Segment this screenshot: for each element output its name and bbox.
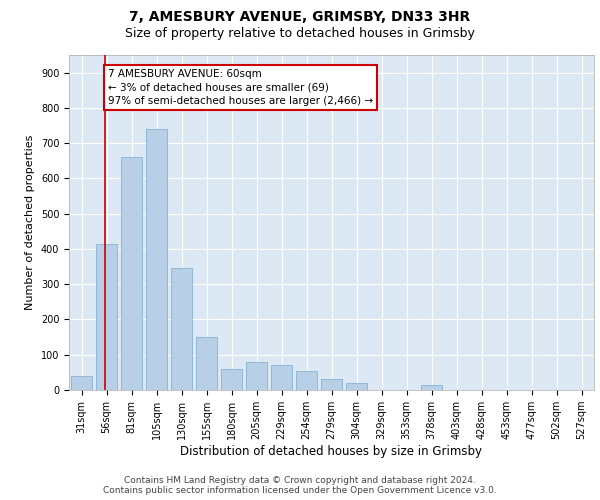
Bar	[196, 337, 217, 390]
Bar	[171, 268, 192, 390]
Text: 7 AMESBURY AVENUE: 60sqm
← 3% of detached houses are smaller (69)
97% of semi-de: 7 AMESBURY AVENUE: 60sqm ← 3% of detache…	[108, 69, 373, 106]
Bar	[71, 376, 92, 390]
Bar	[96, 244, 117, 390]
Bar	[321, 380, 342, 390]
Y-axis label: Number of detached properties: Number of detached properties	[25, 135, 35, 310]
Bar	[246, 362, 267, 390]
Bar	[271, 366, 292, 390]
Bar	[346, 383, 367, 390]
Text: 7, AMESBURY AVENUE, GRIMSBY, DN33 3HR: 7, AMESBURY AVENUE, GRIMSBY, DN33 3HR	[130, 10, 470, 24]
Bar	[296, 370, 317, 390]
Text: Contains HM Land Registry data © Crown copyright and database right 2024.
Contai: Contains HM Land Registry data © Crown c…	[103, 476, 497, 495]
Bar	[121, 158, 142, 390]
Bar	[221, 369, 242, 390]
Bar	[421, 384, 442, 390]
X-axis label: Distribution of detached houses by size in Grimsby: Distribution of detached houses by size …	[181, 445, 482, 458]
Text: Size of property relative to detached houses in Grimsby: Size of property relative to detached ho…	[125, 28, 475, 40]
Bar	[146, 129, 167, 390]
